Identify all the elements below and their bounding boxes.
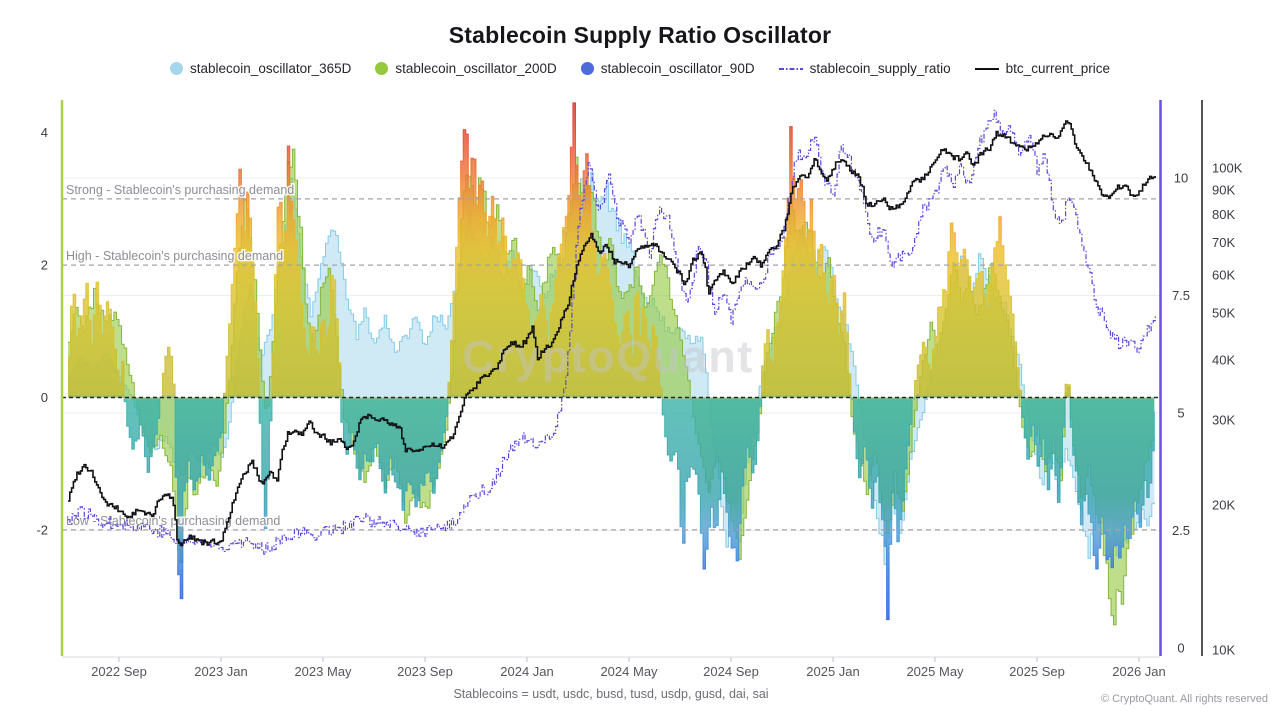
btc-axis-tick-label: 80K [1212, 207, 1235, 222]
btc-axis-tick-label: 10K [1212, 643, 1235, 658]
x-axis-tick-label: 2022 Sep [91, 664, 147, 679]
series-edge-stablecoin_oscillator_90D [68, 102, 1155, 621]
ratio-axis-tick-label: 2.5 [1172, 523, 1190, 538]
x-axis-tick-label: 2023 Jan [194, 664, 248, 679]
ratio-axis-tick-label: 10 [1174, 171, 1188, 186]
annotation-2: High - Stablecoin's purchasing demand [66, 249, 283, 263]
legend-dot-icon [375, 62, 389, 75]
series-stablecoin_supply_ratio [68, 109, 1156, 555]
btc-axis-tick-label: 60K [1212, 267, 1235, 282]
left-axis-tick-label: -2 [36, 522, 48, 537]
legend-dot-icon [170, 62, 184, 75]
legend-label: stablecoin_oscillator_200D [395, 61, 557, 76]
watermark: CryptoQuant [462, 331, 754, 382]
legend-dot-icon [580, 62, 594, 75]
ratio-axis-tick-label: 5 [1177, 406, 1184, 421]
legend-line-icon [974, 67, 999, 70]
oscillator-areas [68, 102, 1155, 626]
series-btc_current_price [68, 120, 1156, 547]
legend-label: stablecoin_oscillator_90D [600, 61, 755, 76]
legend-item-stablecoin_oscillator_200D[interactable]: stablecoin_oscillator_200D [375, 61, 557, 76]
btc-axis-tick-label: 100K [1212, 161, 1243, 176]
left-axis-tick-label: 0 [41, 390, 48, 405]
chart-title: Stablecoin Supply Ratio Oscillator [448, 22, 832, 48]
btc-axis-tick-label: 70K [1212, 235, 1235, 250]
x-axis-tick-label: 2025 May [906, 664, 964, 679]
x-axis-tick-label: 2023 May [294, 664, 352, 679]
legend-item-stablecoin_supply_ratio[interactable]: stablecoin_supply_ratio [778, 61, 951, 76]
left-axis-tick-label: 4 [41, 125, 48, 140]
legend: stablecoin_oscillator_365D stablecoin_osc… [0, 61, 1280, 76]
btc-axis-tick-label: 20K [1212, 497, 1235, 512]
x-axis-tick-label: 2025 Sep [1009, 664, 1065, 679]
legend-item-stablecoin_oscillator_365D[interactable]: stablecoin_oscillator_365D [170, 61, 351, 76]
x-axis-tick-label: 2025 Jan [806, 664, 860, 679]
x-axis-tick-label: 2024 Sep [703, 664, 759, 679]
btc-axis-tick-label: 30K [1212, 413, 1235, 428]
btc-axis-tick-label: 50K [1212, 306, 1235, 321]
left-axis-tick-label: 2 [41, 258, 48, 273]
legend-label: stablecoin_oscillator_365D [190, 61, 352, 76]
legend-label: stablecoin_supply_ratio [809, 61, 951, 76]
footnote-stablecoins: Stablecoins = usdt, usdc, busd, tusd, us… [453, 687, 769, 701]
legend-item-btc_current_price[interactable]: btc_current_price [974, 61, 1110, 76]
legend-label: btc_current_price [1005, 61, 1110, 76]
btc-axis-tick-label: 40K [1212, 352, 1235, 367]
legend-dashdot-icon [778, 67, 803, 70]
x-axis-tick-label: 2024 Jan [500, 664, 554, 679]
x-axis-tick-label: 2023 Sep [397, 664, 453, 679]
btc-axis-tick-label: 90K [1212, 183, 1235, 198]
series-stablecoin_oscillator_90D [68, 102, 1155, 620]
copyright: © CryptoQuant. All rights reserved [1100, 693, 1268, 705]
ratio-axis-tick-label: 0 [1177, 641, 1184, 656]
x-axis-tick-label: 2024 May [600, 664, 658, 679]
x-axis-tick-label: 2026 Jan [1112, 664, 1166, 679]
ratio-axis-tick-label: 7.5 [1172, 288, 1190, 303]
annotation-3: Strong - Stablecoin's purchasing demand [66, 183, 294, 197]
legend-item-stablecoin_oscillator_90D[interactable]: stablecoin_oscillator_90D [580, 61, 755, 76]
axes: 4 2 0 -2 10 7.5 5 2.5 0 100K 90K 80K 70K 60K 50K 40K 30K… [36, 100, 1243, 679]
